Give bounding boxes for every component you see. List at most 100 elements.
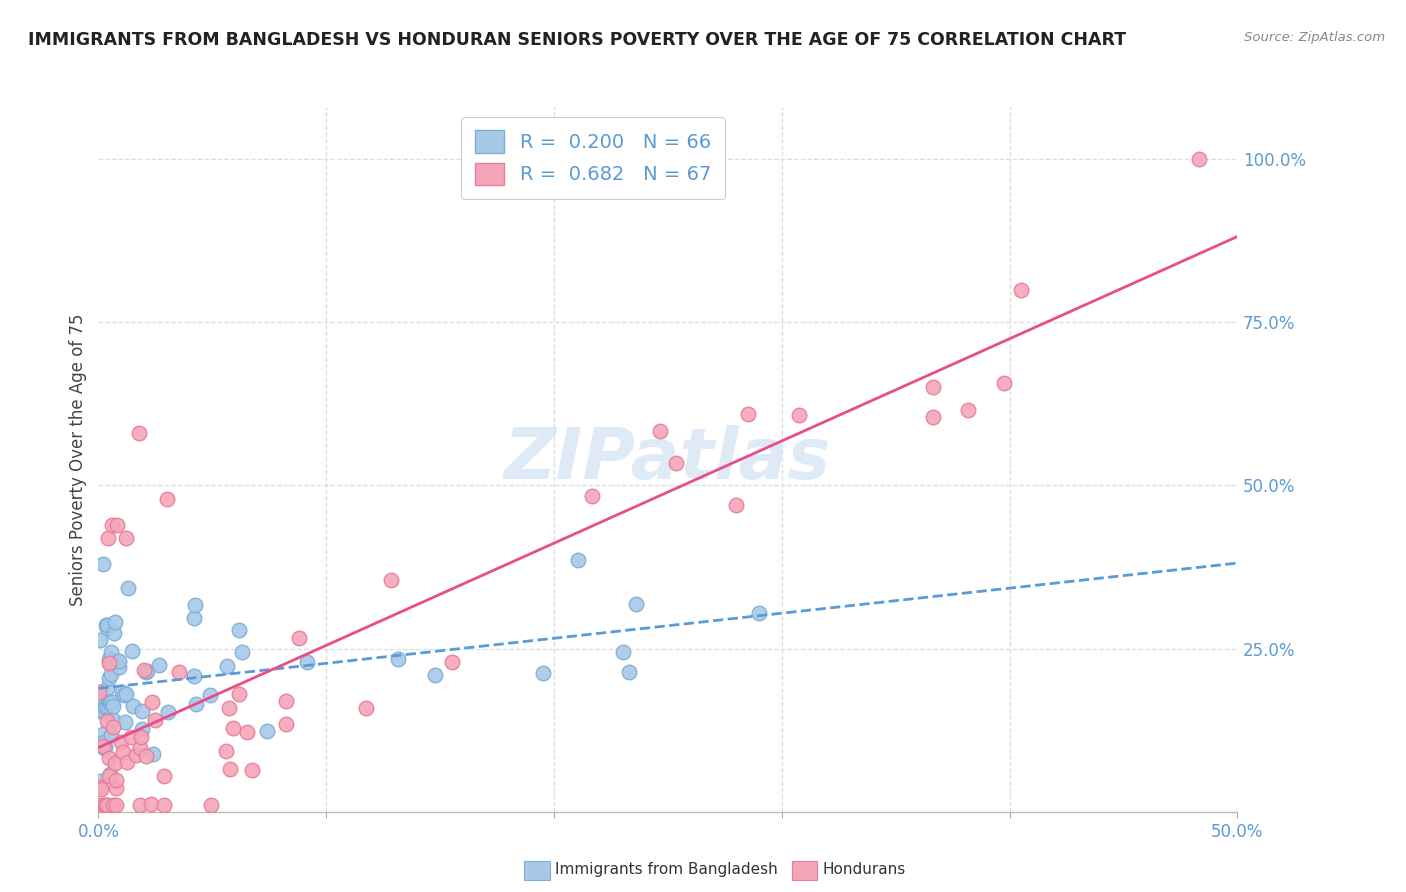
Point [215,659,238,673]
Point [198,688,221,702]
Point [96,531,118,545]
Point [1010,283,1032,297]
Point [112,688,135,702]
Point [101,713,124,727]
Point [724,498,747,512]
Point [101,699,124,714]
Point [96,617,118,632]
Point [380,573,402,587]
Point [993,376,1015,390]
Point [91,739,114,753]
Point [121,644,143,658]
Point [143,713,166,727]
Point [100,645,122,659]
Point [274,717,297,731]
Point [131,730,153,744]
Point [957,403,980,417]
Point [96,681,118,696]
Point [107,655,129,669]
Point [612,645,634,659]
Point [240,763,263,777]
Point [231,645,253,659]
Point [125,747,148,762]
Point [101,720,124,734]
Point [108,654,131,668]
Point [117,581,139,595]
Point [104,756,127,771]
Point [112,746,135,760]
Point [97,696,120,710]
Point [297,655,319,669]
Point [1187,153,1209,167]
Point [184,598,207,612]
Point [425,668,447,682]
Point [156,706,179,720]
Point [276,693,298,707]
Point [105,772,128,787]
Point [648,424,671,438]
Point [93,798,115,813]
Point [141,797,163,811]
Point [129,740,152,755]
Point [787,409,810,423]
Point [624,597,647,611]
Point [135,665,157,679]
Point [228,623,250,637]
Point [218,701,240,715]
Point [169,665,191,680]
Point [288,632,311,646]
Point [581,489,603,503]
Text: Source: ZipAtlas.com: Source: ZipAtlas.com [1244,31,1385,45]
Legend: R =  0.200   N = 66, R =  0.682   N = 67: R = 0.200 N = 66, R = 0.682 N = 67 [461,117,724,199]
Point [218,762,240,776]
Point [104,615,127,630]
Point [93,734,115,748]
Point [90,782,112,797]
Point [97,656,120,670]
Point [183,611,205,625]
Point [89,632,111,647]
Text: IMMIGRANTS FROM BANGLADESH VS HONDURAN SENIORS POVERTY OVER THE AGE OF 75 CORREL: IMMIGRANTS FROM BANGLADESH VS HONDURAN S… [28,31,1126,49]
Point [91,557,114,571]
Text: Hondurans: Hondurans [823,863,905,877]
Point [135,748,157,763]
Point [387,652,409,666]
Point [111,685,134,699]
Point [97,751,120,765]
Point [115,756,138,770]
Point [153,768,176,782]
Point [131,704,153,718]
Point [98,769,121,783]
Point [619,665,641,679]
Point [96,618,118,632]
Point [567,552,589,566]
Point [98,695,121,709]
Point [89,685,111,699]
Point [101,695,124,709]
Point [89,780,111,795]
Point [114,714,136,729]
Point [121,698,143,713]
Point [136,664,159,678]
Text: Immigrants from Bangladesh: Immigrants from Bangladesh [555,863,778,877]
Point [100,666,122,681]
Point [128,426,150,441]
Point [96,699,118,714]
Point [89,798,111,813]
Point [104,780,127,795]
Point [115,687,138,701]
Point [100,728,122,742]
Point [748,606,770,620]
Point [665,456,688,470]
Point [200,798,222,813]
Point [184,697,207,711]
Point [737,407,759,421]
Point [142,747,165,761]
Point [96,798,118,813]
Point [215,744,238,758]
Y-axis label: Seniors Poverty Over the Age of 75: Seniors Poverty Over the Age of 75 [69,313,87,606]
Point [156,491,179,506]
Point [98,671,121,685]
Point [105,798,128,813]
Point [128,798,150,813]
